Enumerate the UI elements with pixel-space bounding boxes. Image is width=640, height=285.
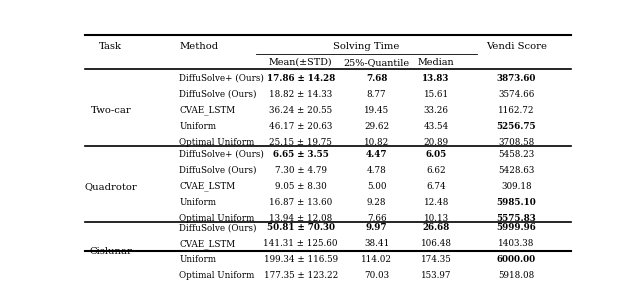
Text: Uniform: Uniform: [179, 122, 216, 131]
Text: 174.35: 174.35: [420, 255, 451, 264]
Text: Optimal Uniform: Optimal Uniform: [179, 214, 255, 223]
Text: Method: Method: [179, 42, 218, 51]
Text: Optimal Uniform: Optimal Uniform: [179, 271, 255, 280]
Text: 309.18: 309.18: [501, 182, 532, 191]
Text: 29.62: 29.62: [364, 122, 389, 131]
Text: Cislunar: Cislunar: [90, 247, 132, 256]
Text: 33.26: 33.26: [424, 106, 449, 115]
Text: Two-car: Two-car: [90, 106, 131, 115]
Text: DiffuSolve (Ours): DiffuSolve (Ours): [179, 166, 257, 175]
Text: 38.41: 38.41: [364, 239, 389, 248]
Text: 12.48: 12.48: [424, 198, 449, 207]
Text: 18.82 ± 14.33: 18.82 ± 14.33: [269, 89, 332, 99]
Text: DiffuSolve (Ours): DiffuSolve (Ours): [179, 89, 257, 99]
Text: 153.97: 153.97: [421, 271, 451, 280]
Text: 9.28: 9.28: [367, 198, 387, 207]
Text: 9.97: 9.97: [366, 223, 387, 232]
Text: 6.74: 6.74: [426, 182, 446, 191]
Text: 5256.75: 5256.75: [497, 122, 536, 131]
Text: 106.48: 106.48: [420, 239, 452, 248]
Text: 3708.58: 3708.58: [499, 138, 534, 147]
Text: Optimal Uniform: Optimal Uniform: [179, 138, 255, 147]
Text: 25.15 ± 19.75: 25.15 ± 19.75: [269, 138, 332, 147]
Text: 5458.23: 5458.23: [499, 150, 534, 159]
Text: 199.34 ± 116.59: 199.34 ± 116.59: [264, 255, 338, 264]
Text: 46.17 ± 20.63: 46.17 ± 20.63: [269, 122, 332, 131]
Text: 3873.60: 3873.60: [497, 74, 536, 83]
Text: 1162.72: 1162.72: [498, 106, 535, 115]
Text: Median: Median: [418, 58, 454, 67]
Text: 6000.00: 6000.00: [497, 255, 536, 264]
Text: 7.68: 7.68: [366, 74, 387, 83]
Text: 5999.96: 5999.96: [497, 223, 536, 232]
Text: 4.78: 4.78: [367, 166, 387, 175]
Text: DiffuSolve (Ours): DiffuSolve (Ours): [179, 223, 257, 232]
Text: 114.02: 114.02: [361, 255, 392, 264]
Text: 1403.38: 1403.38: [499, 239, 534, 248]
Text: 5918.08: 5918.08: [499, 271, 534, 280]
Text: 5.00: 5.00: [367, 182, 387, 191]
Text: 5985.10: 5985.10: [497, 198, 536, 207]
Text: 6.62: 6.62: [426, 166, 446, 175]
Text: 13.94 ± 12.08: 13.94 ± 12.08: [269, 214, 332, 223]
Text: 6.65 ± 3.55: 6.65 ± 3.55: [273, 150, 329, 159]
Text: 7.66: 7.66: [367, 214, 387, 223]
Text: Mean(±STD): Mean(±STD): [269, 58, 333, 67]
Text: 19.45: 19.45: [364, 106, 389, 115]
Text: 36.24 ± 20.55: 36.24 ± 20.55: [269, 106, 332, 115]
Text: 43.54: 43.54: [424, 122, 449, 131]
Text: 7.30 ± 4.79: 7.30 ± 4.79: [275, 166, 327, 175]
Text: 17.86 ± 14.28: 17.86 ± 14.28: [267, 74, 335, 83]
Text: 25%-Quantile: 25%-Quantile: [344, 58, 410, 67]
Text: Solving Time: Solving Time: [333, 42, 399, 51]
Text: 13.83: 13.83: [422, 74, 450, 83]
Text: CVAE_LSTM: CVAE_LSTM: [179, 182, 236, 191]
Text: 70.03: 70.03: [364, 271, 389, 280]
Text: 4.47: 4.47: [366, 150, 387, 159]
Text: 50.81 ± 70.30: 50.81 ± 70.30: [267, 223, 335, 232]
Text: Uniform: Uniform: [179, 255, 216, 264]
Text: 141.31 ± 125.60: 141.31 ± 125.60: [264, 239, 338, 248]
Text: 5428.63: 5428.63: [499, 166, 534, 175]
Text: 3574.66: 3574.66: [499, 89, 534, 99]
Text: 16.87 ± 13.60: 16.87 ± 13.60: [269, 198, 332, 207]
Text: DiffuSolve+ (Ours): DiffuSolve+ (Ours): [179, 150, 264, 159]
Text: DiffuSolve+ (Ours): DiffuSolve+ (Ours): [179, 74, 264, 83]
Text: Vendi Score: Vendi Score: [486, 42, 547, 51]
Text: CVAE_LSTM: CVAE_LSTM: [179, 239, 236, 249]
Text: 26.68: 26.68: [422, 223, 450, 232]
Text: CVAE_LSTM: CVAE_LSTM: [179, 105, 236, 115]
Text: 8.77: 8.77: [367, 89, 387, 99]
Text: 15.61: 15.61: [424, 89, 449, 99]
Text: 177.35 ± 123.22: 177.35 ± 123.22: [264, 271, 338, 280]
Text: 6.05: 6.05: [426, 150, 447, 159]
Text: 10.82: 10.82: [364, 138, 389, 147]
Text: 5575.83: 5575.83: [497, 214, 536, 223]
Text: Uniform: Uniform: [179, 198, 216, 207]
Text: 9.05 ± 8.30: 9.05 ± 8.30: [275, 182, 326, 191]
Text: 10.13: 10.13: [424, 214, 449, 223]
Text: 20.89: 20.89: [424, 138, 449, 147]
Text: Quadrotor: Quadrotor: [84, 182, 137, 191]
Text: Task: Task: [99, 42, 122, 51]
